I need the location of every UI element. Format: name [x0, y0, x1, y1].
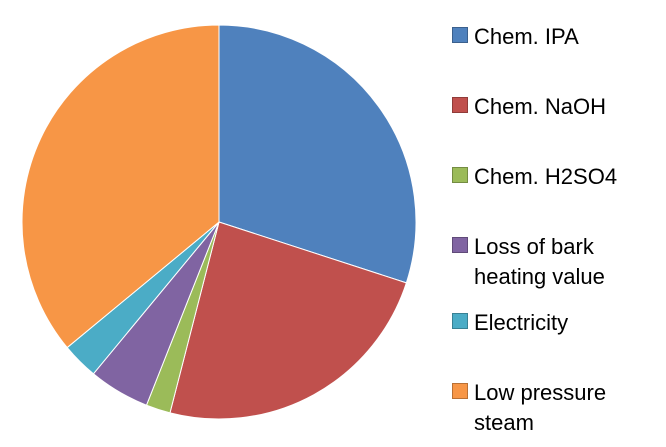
legend-swatch	[452, 313, 468, 329]
chart	[21, 24, 417, 420]
legend-label: Chem. IPA	[474, 24, 579, 49]
pie-slice	[218, 24, 417, 284]
legend-label: Loss of bark heating value	[474, 234, 605, 289]
legend-label: Chem. H2SO4	[474, 164, 618, 189]
legend-item: Chem. IPA	[452, 22, 664, 52]
pie-slice	[21, 24, 220, 349]
legend-label: Chem. NaOH	[474, 94, 607, 119]
legend-item: Chem. H2SO4	[452, 162, 664, 192]
legend-swatch	[452, 383, 468, 399]
legend-label: Low pressure steam	[474, 380, 607, 435]
legend-swatch	[452, 167, 468, 183]
legend-label: Electricity	[474, 310, 569, 335]
pie-slice	[169, 221, 407, 420]
legend-swatch	[452, 27, 468, 43]
legend-item: Low pressure steam	[452, 378, 644, 438]
legend-item: Chem. NaOH	[452, 92, 664, 122]
legend-item: Electricity	[452, 308, 664, 338]
legend: Chem. IPA Chem. NaOH Chem. H2SO4 Loss of ba…	[452, 0, 666, 447]
legend-swatch	[452, 97, 468, 113]
legend-item: Loss of bark heating value	[452, 232, 664, 292]
legend-swatch	[452, 237, 468, 253]
